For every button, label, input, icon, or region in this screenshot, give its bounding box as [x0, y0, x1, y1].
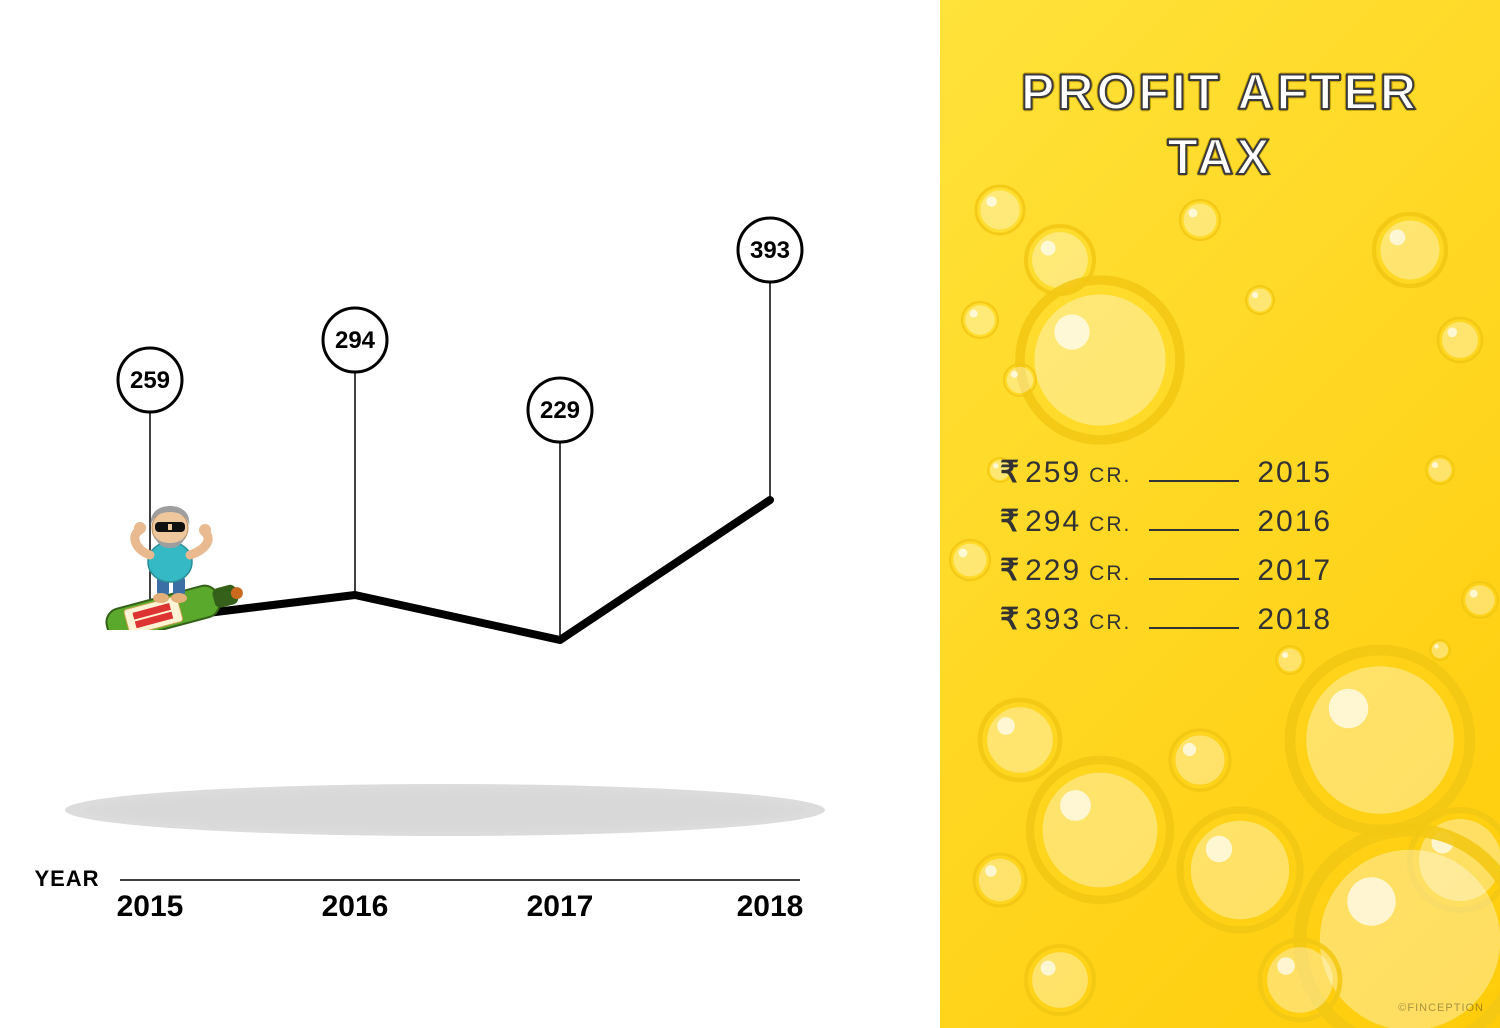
legend: ₹259 CR. 2015 ₹294 CR. 2016 ₹229 CR. 2017 ₹393 CR.…	[1000, 455, 1460, 651]
legend-dash	[1149, 578, 1239, 580]
rupee-icon: ₹	[1000, 553, 1019, 588]
value-bubble: 229	[540, 397, 580, 424]
year-tick: 2016	[322, 890, 389, 923]
legend-value: 229	[1025, 554, 1081, 588]
summary-panel: PROFIT AFTER TAX ₹259CR.2015₹294CR.2016₹…	[940, 0, 1500, 1028]
legend-unit: CR.	[1089, 513, 1131, 537]
legend-dash	[1149, 627, 1239, 629]
rupee-icon: ₹	[1000, 504, 1019, 539]
legend-dash	[1149, 529, 1239, 531]
legend-year: 2018	[1257, 603, 1332, 637]
character-on-bottle-icon	[95, 500, 245, 630]
panel-title: PROFIT AFTER TAX	[940, 60, 1500, 190]
infographic-root: 259 294 229 393 YEAR 2015 2016 2017 2018	[0, 0, 1500, 1028]
legend-year: 2017	[1257, 554, 1332, 588]
value-bubble: 259	[130, 367, 170, 394]
year-tick: 2017	[527, 890, 594, 923]
legend-unit: CR.	[1089, 464, 1131, 488]
legend-row: ₹229 CR. 2017	[1000, 553, 1460, 588]
legend-dash	[1149, 480, 1239, 482]
value-bubble: 393	[750, 237, 790, 264]
legend-value: 294	[1025, 505, 1081, 539]
chart-panel: 259 294 229 393 YEAR 2015 2016 2017 2018	[0, 0, 940, 1028]
x-axis-label: YEAR	[34, 866, 99, 891]
legend-year: 2016	[1257, 505, 1332, 539]
year-tick: 2018	[737, 890, 804, 923]
legend-year: 2015	[1257, 456, 1332, 490]
legend-row: ₹393 CR. 2018	[1000, 602, 1460, 637]
legend-value: 393	[1025, 603, 1081, 637]
rupee-icon: ₹	[1000, 455, 1019, 490]
legend-value: 259	[1025, 456, 1081, 490]
rupee-icon: ₹	[1000, 602, 1019, 637]
title-line-1: PROFIT AFTER	[1021, 64, 1419, 120]
legend-unit: CR.	[1089, 611, 1131, 635]
legend-unit: CR.	[1089, 562, 1131, 586]
value-bubble: 294	[335, 327, 376, 354]
legend-row: ₹259 CR. 2015	[1000, 455, 1460, 490]
year-tick: 2015	[117, 890, 184, 923]
title-line-2: TAX	[1167, 129, 1272, 185]
watermark: ©FINCEPTION	[1398, 1002, 1484, 1014]
legend-row: ₹294 CR. 2016	[1000, 504, 1460, 539]
